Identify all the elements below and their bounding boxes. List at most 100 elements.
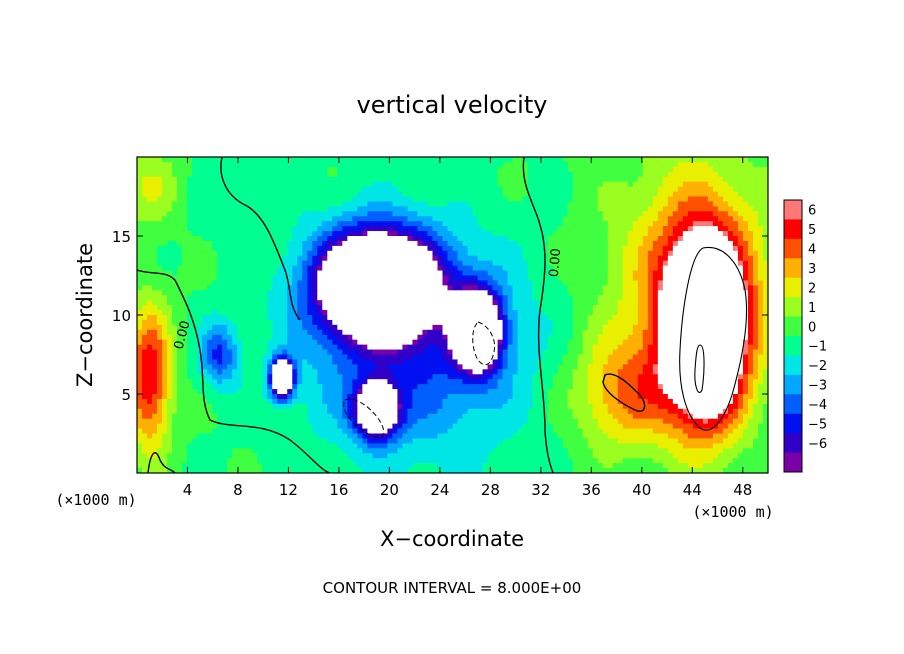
heatmap-cell [292, 260, 298, 267]
heatmap-cell [302, 181, 308, 188]
heatmap-cell [727, 171, 734, 178]
heatmap-cell [417, 221, 424, 227]
heatmap-cell [332, 275, 338, 282]
heatmap-cell [662, 171, 669, 178]
heatmap-cell [417, 295, 424, 301]
heatmap-cell [227, 161, 233, 168]
heatmap-cell [447, 270, 454, 277]
heatmap-cell [242, 300, 248, 306]
heatmap-cell [267, 324, 273, 331]
heatmap-cell [722, 186, 729, 193]
heatmap-cell [702, 265, 709, 272]
heatmap-cell [347, 285, 353, 291]
heatmap-cell [482, 186, 489, 193]
heatmap-cell [442, 339, 449, 346]
heatmap-cell [162, 300, 168, 306]
heatmap-cell [557, 280, 564, 286]
heatmap-cell [197, 211, 203, 217]
heatmap-cell [587, 206, 594, 212]
heatmap-cell [552, 300, 559, 306]
heatmap-cell [287, 260, 293, 267]
heatmap-cell [242, 295, 248, 301]
heatmap-cell [177, 176, 183, 183]
heatmap-cell [312, 334, 318, 341]
heatmap-cell [347, 300, 353, 306]
heatmap-cell [192, 339, 198, 346]
heatmap-cell [697, 334, 704, 341]
heatmap-cell [252, 166, 258, 173]
heatmap-cell [247, 285, 253, 291]
heatmap-cell [222, 280, 228, 286]
heatmap-cell [647, 191, 654, 198]
heatmap-cell [737, 290, 744, 296]
heatmap-cell [737, 226, 744, 232]
heatmap-cell [307, 191, 313, 198]
heatmap-cell [357, 270, 363, 277]
heatmap-cell [472, 236, 479, 242]
heatmap-cell [747, 201, 754, 207]
heatmap-cell [652, 157, 659, 163]
heatmap-cell [232, 324, 238, 331]
heatmap-cell [317, 329, 323, 336]
heatmap-cell [262, 275, 268, 282]
heatmap-cell [552, 171, 559, 178]
heatmap-cell [677, 319, 684, 326]
heatmap-cell [292, 315, 298, 321]
heatmap-cell [492, 315, 499, 321]
heatmap-cell [717, 166, 724, 173]
heatmap-cell [627, 236, 634, 242]
heatmap-cell [427, 260, 434, 267]
heatmap-cell [732, 265, 739, 272]
heatmap-cell [397, 201, 404, 207]
heatmap-cell [182, 265, 188, 272]
heatmap-cell [642, 339, 649, 346]
heatmap-cell [507, 324, 514, 331]
heatmap-cell [602, 285, 609, 291]
heatmap-cell [752, 280, 759, 286]
heatmap-cell [562, 206, 569, 212]
heatmap-cell [337, 206, 343, 212]
heatmap-cell [582, 196, 589, 203]
heatmap-cell [752, 231, 759, 237]
heatmap-cell [567, 226, 574, 232]
heatmap-cell [157, 290, 163, 296]
heatmap-cell [277, 324, 283, 331]
heatmap-cell [532, 334, 539, 341]
heatmap-cell [462, 186, 469, 193]
heatmap-cell [762, 201, 768, 207]
heatmap-cell [457, 216, 464, 222]
heatmap-cell [207, 221, 213, 227]
heatmap-cell [327, 211, 333, 217]
heatmap-cell [477, 300, 484, 306]
heatmap-cell [332, 196, 338, 203]
heatmap-cell [557, 240, 564, 247]
heatmap-cell [632, 285, 639, 291]
heatmap-cell [747, 265, 754, 272]
heatmap-cell [552, 305, 559, 311]
heatmap-cell [477, 275, 484, 282]
heatmap-cell [367, 245, 373, 252]
heatmap-cell [582, 324, 589, 331]
heatmap-cell [562, 310, 569, 316]
heatmap-cell [722, 166, 729, 173]
heatmap-cell [187, 349, 193, 356]
heatmap-cell [507, 176, 514, 183]
heatmap-cell [447, 196, 454, 203]
heatmap-cell [502, 280, 509, 286]
heatmap-cell [522, 161, 529, 168]
heatmap-cell [487, 305, 494, 311]
heatmap-cell [272, 334, 278, 341]
heatmap-cell [367, 290, 373, 296]
heatmap-cell [317, 186, 323, 193]
heatmap-cell [762, 260, 768, 267]
heatmap-cell [612, 305, 619, 311]
heatmap-cell [402, 191, 409, 198]
heatmap-cell [267, 344, 273, 351]
heatmap-cell [152, 166, 158, 173]
heatmap-cell [752, 201, 759, 207]
heatmap-cell [567, 216, 574, 222]
heatmap-cell [137, 216, 143, 222]
heatmap-cell [232, 280, 238, 286]
heatmap-cell [652, 236, 659, 242]
heatmap-cell [667, 250, 674, 257]
